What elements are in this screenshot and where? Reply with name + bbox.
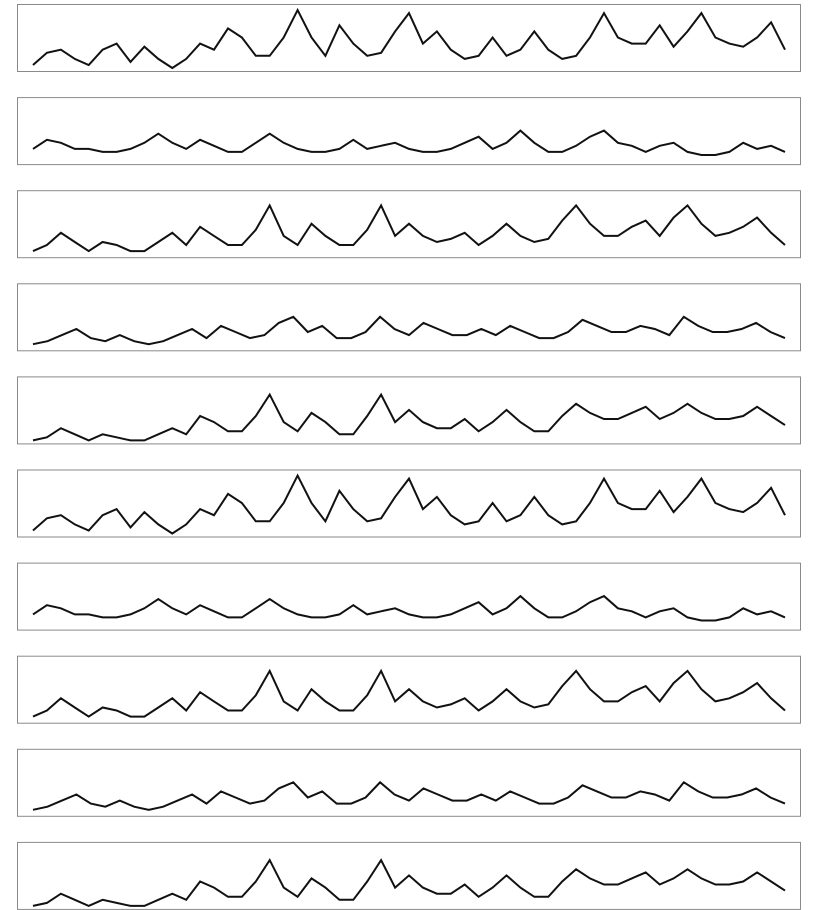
panel-frame [17, 469, 801, 538]
line [32, 7, 786, 70]
panel-frame [17, 97, 801, 166]
panel-frame [17, 283, 801, 352]
line [32, 203, 786, 253]
line [32, 858, 786, 907]
line [32, 780, 786, 811]
line [32, 473, 786, 535]
line [32, 129, 786, 156]
panel-frame [17, 562, 801, 631]
line [32, 668, 786, 718]
line [32, 315, 786, 346]
panel-frame [17, 4, 801, 72]
line [32, 392, 786, 442]
panel-frame [17, 748, 801, 817]
line [32, 594, 786, 622]
